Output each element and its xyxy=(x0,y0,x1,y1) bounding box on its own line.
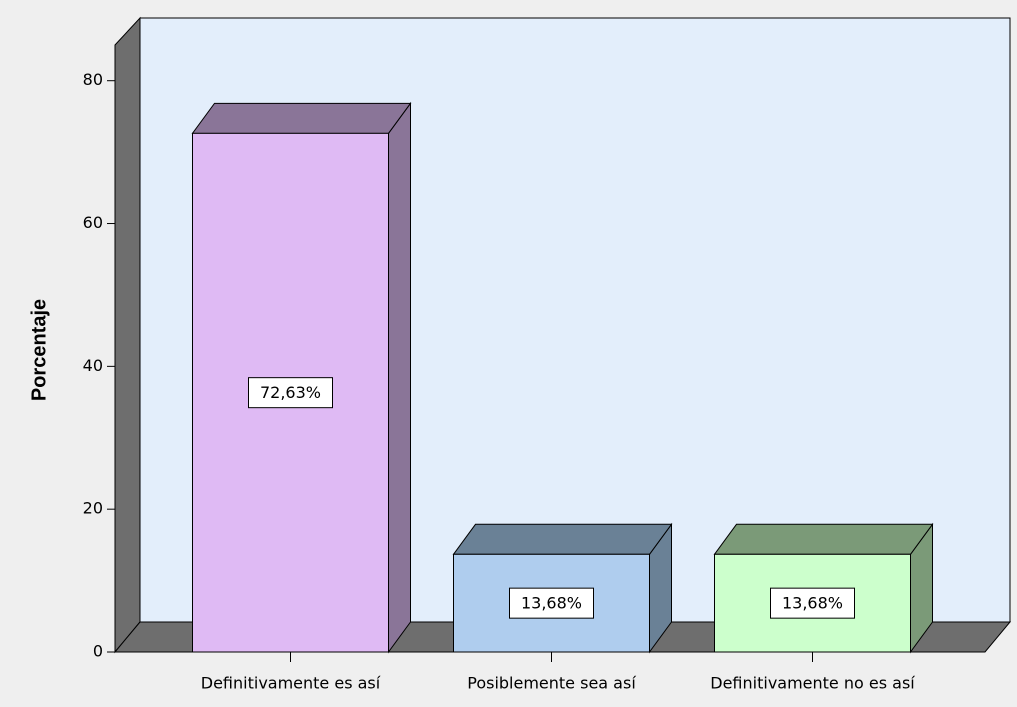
x-tick-label: Definitivamente es así xyxy=(201,674,381,693)
bar-top xyxy=(713,523,934,555)
value-label-box xyxy=(509,587,594,619)
y-tick-label: 60 xyxy=(83,213,103,232)
left-wall xyxy=(114,16,141,654)
x-tick-label: Definitivamente no es así xyxy=(710,674,915,693)
bar-top xyxy=(452,523,673,555)
value-label: 13,68% xyxy=(782,594,843,613)
x-tick-label: Posiblemente sea así xyxy=(467,674,636,693)
y-axis-label: Porcentaje xyxy=(28,299,50,401)
value-label-box xyxy=(770,587,855,619)
value-label: 72,63% xyxy=(260,383,321,402)
bar-side xyxy=(388,101,411,654)
bar-top xyxy=(191,102,412,134)
y-tick-label: 80 xyxy=(83,70,103,89)
y-tick-label: 40 xyxy=(83,356,103,375)
y-tick-label: 0 xyxy=(93,642,103,661)
value-label-box xyxy=(248,377,333,409)
value-label: 13,68% xyxy=(521,594,582,613)
y-tick-label: 20 xyxy=(83,499,103,518)
